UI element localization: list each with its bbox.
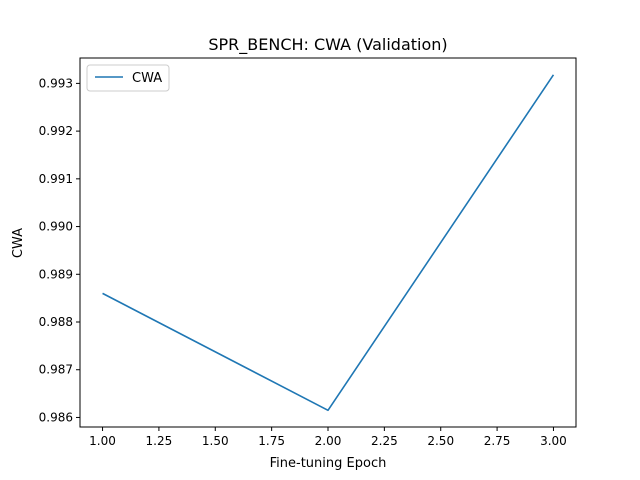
legend-box (86, 64, 170, 92)
x-tick-label: 1.25 (146, 434, 173, 448)
series-lines (102, 74, 555, 412)
y-axis-label: CWA (11, 228, 26, 258)
y-tick-label: 0.989 (39, 267, 73, 281)
x-tick-label: 1.50 (202, 434, 229, 448)
x-tick-label: 1.00 (89, 434, 116, 448)
x-tick-label: 2.25 (371, 434, 398, 448)
x-tick-label: 2.00 (315, 434, 342, 448)
y-tick-label: 0.992 (39, 124, 73, 138)
x-tick-label: 1.75 (258, 434, 285, 448)
legend-label: CWA (132, 71, 162, 86)
plot-frame (79, 57, 577, 428)
legend: CWA (86, 64, 170, 92)
x-axis-label: Fine-tuning Epoch (270, 456, 387, 471)
x-tick-label: 3.00 (540, 434, 567, 448)
y-tick-label: 0.987 (39, 363, 73, 377)
y-tick-label: 0.993 (39, 76, 73, 90)
y-axis-ticks: 0.986 0.987 0.988 0.989 0.990 0.991 0.992 0.993 (39, 76, 80, 424)
y-tick-label: 0.991 (39, 172, 73, 186)
plot-area (80, 58, 576, 427)
series-line-cwa (102, 74, 555, 412)
y-tick-label: 0.988 (39, 315, 73, 329)
y-tick-label: 0.990 (39, 220, 73, 234)
x-tick-label: 2.75 (484, 434, 511, 448)
x-axis-ticks: 1.00 1.25 1.50 1.75 2.00 2.25 2.50 2.75 3.00 (89, 427, 567, 448)
chart-title: SPR_BENCH: CWA (Validation) (208, 35, 447, 55)
y-tick-label: 0.986 (39, 410, 73, 424)
x-tick-label: 2.50 (427, 434, 454, 448)
